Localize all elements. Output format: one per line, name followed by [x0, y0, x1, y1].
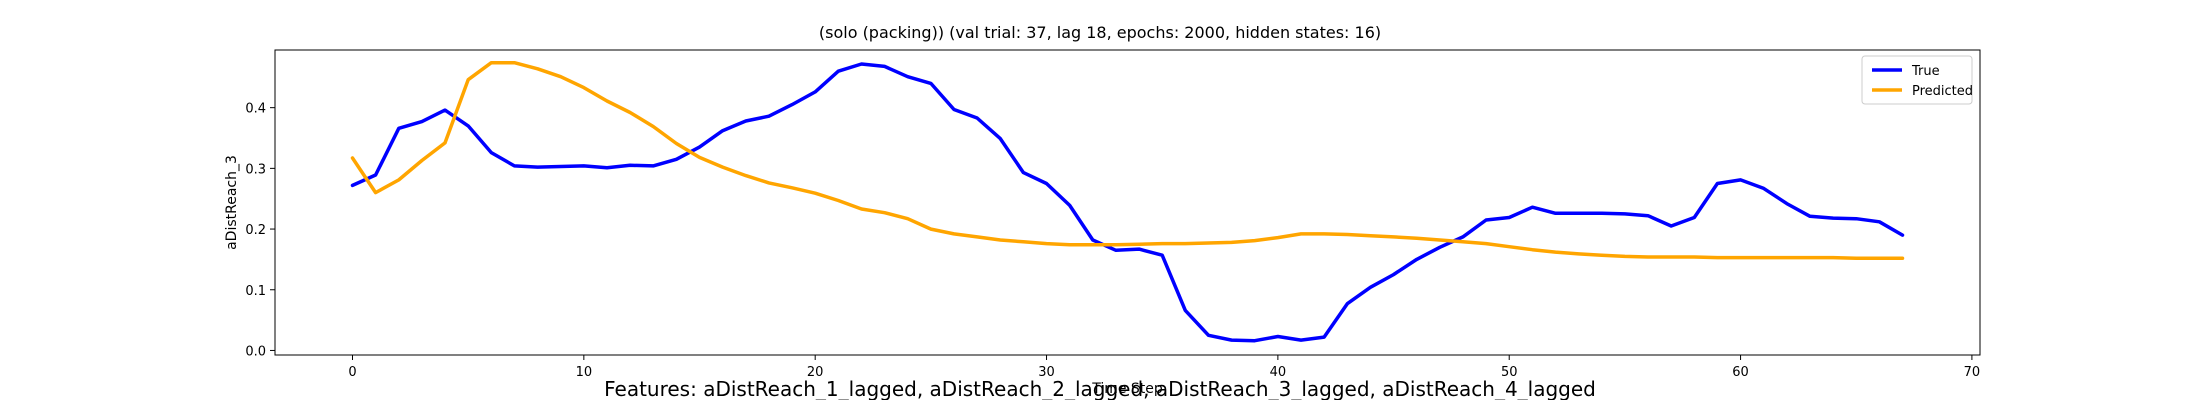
x-tick-label: 40 [1270, 365, 1287, 380]
legend-label-true: True [1911, 64, 1940, 79]
legend-label-predicted: Predicted [1912, 84, 1973, 99]
x-tick-label: 10 [576, 365, 593, 380]
x-tick-label: 30 [1038, 365, 1055, 380]
y-tick-label: 0.3 [245, 162, 266, 177]
chart-legend: True Predicted [1861, 55, 1973, 105]
y-tick-label: 0.0 [245, 344, 266, 359]
legend-box [1861, 55, 1973, 105]
x-tick-label: 0 [348, 365, 356, 380]
x-axis-label: Time Step [1091, 381, 1163, 397]
y-tick-label: 0.1 [245, 284, 266, 299]
plot-area: 0 10 20 30 40 50 60 70 0.0 0.1 0.2 0.3 0.4 [245, 49, 1981, 380]
x-tick-label: 20 [807, 365, 824, 380]
y-tick-label: 0.2 [245, 223, 266, 238]
y-axis-label: aDistReach_3 [224, 155, 240, 250]
series-line-true [350, 62, 1905, 343]
series-line-predicted [350, 60, 1905, 260]
x-tick-label: 60 [1732, 365, 1749, 380]
y-tick-label: 0.4 [245, 102, 266, 117]
x-tick-label: 50 [1501, 365, 1518, 380]
x-tick-label: 70 [1964, 365, 1981, 380]
plot-frame [274, 49, 1981, 356]
features-footer: Features: aDistReach_1_lagged, aDistReac… [604, 377, 1596, 400]
chart-title: (solo (packing)) (val trial: 37, lag 18,… [819, 23, 1381, 42]
